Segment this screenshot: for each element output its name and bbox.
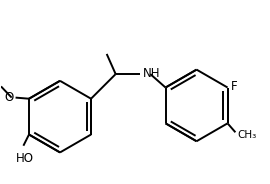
Text: O: O <box>4 91 13 104</box>
Text: HO: HO <box>15 152 33 165</box>
Text: NH: NH <box>143 67 161 80</box>
Text: F: F <box>231 80 238 93</box>
Text: CH₃: CH₃ <box>238 130 257 139</box>
